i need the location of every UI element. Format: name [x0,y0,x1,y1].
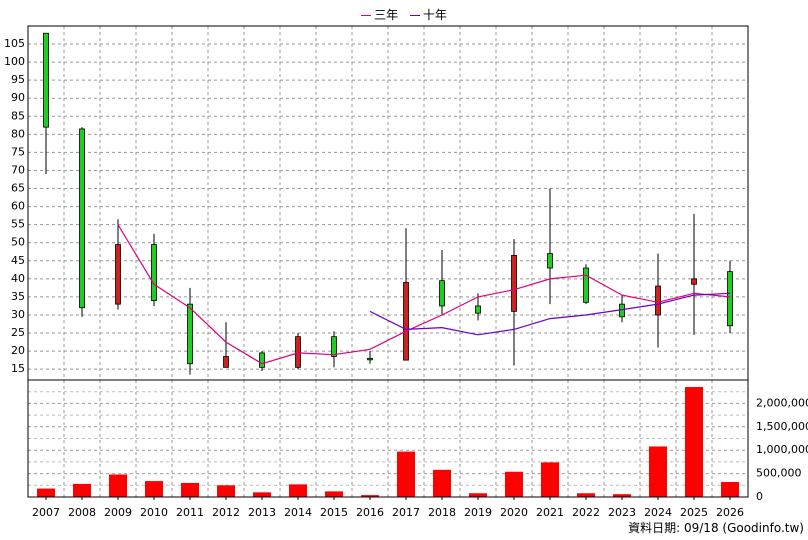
volume-bar [433,469,451,497]
x-tick-label: 2008 [68,506,96,519]
candle-body [259,352,265,368]
price-tick-label: 50 [11,236,25,249]
price-tick-label: 40 [11,272,25,285]
x-tick-label: 2017 [392,506,420,519]
candle-body [475,305,481,314]
x-tick-label: 2022 [572,506,600,519]
moving-average-line [117,224,731,365]
volume-bar [37,488,55,497]
x-tick-label: 2018 [428,506,456,519]
volume-bar [181,482,199,497]
price-tick-label: 55 [11,218,25,231]
x-tick-label: 2009 [104,506,132,519]
chart-legend: 三年 十年 [0,6,808,23]
volume-bar [469,493,487,497]
legend-label-ten-year: 十年 [422,8,447,22]
x-tick-label: 2012 [212,506,240,519]
price-tick-label: 95 [11,73,25,86]
ten-year-line-swatch [409,15,420,16]
volume-tick-label: 500,000 [756,467,802,480]
candle-body [403,282,409,361]
price-tick-label: 60 [11,200,25,213]
source-note: 資料日期: 09/18 (Goodinfo.tw) [628,521,804,535]
volume-tick-label: 0 [756,490,763,503]
x-tick-label: 2011 [176,506,204,519]
volume-bar [685,387,703,497]
volume-bar [649,446,667,497]
volume-bar [145,481,163,497]
volume-bar [721,482,739,497]
price-tick-label: 65 [11,182,25,195]
volume-bar [613,494,631,497]
legend-label-three-year: 三年 [374,8,399,22]
volume-tick-label: 1,500,000 [756,420,808,433]
volume-bar [289,484,307,497]
candle-body [439,280,445,307]
x-tick-label: 2025 [680,506,708,519]
x-tick-label: 2024 [644,506,672,519]
volume-bar [217,485,235,497]
x-tick-label: 2014 [284,506,312,519]
candle-body [547,253,553,269]
legend-item-three-year: 三年 [361,6,398,23]
three-year-line-swatch [361,15,372,16]
candle-body [295,336,301,368]
x-tick-label: 2013 [248,506,276,519]
candle-body [367,357,373,361]
volume-bar [325,491,343,497]
price-tick-label: 25 [11,326,25,339]
candle-body [115,244,121,305]
x-tick-label: 2019 [464,506,492,519]
volume-bar [361,495,379,497]
candle-body [511,254,517,312]
candle-body [43,32,49,128]
price-tick-label: 100 [4,55,25,68]
candle-body [151,244,157,301]
candle-body [331,336,337,357]
volume-bar [109,474,127,497]
moving-average-line [369,292,731,336]
legend-item-ten-year: 十年 [409,6,447,23]
x-tick-label: 2021 [536,506,564,519]
x-tick-label: 2023 [608,506,636,519]
candle-body [691,278,697,285]
candle-body [583,267,589,303]
x-tick-label: 2026 [716,506,744,519]
volume-tick-label: 2,000,000 [756,396,808,409]
price-tick-label: 75 [11,145,25,158]
volume-tick-label: 1,000,000 [756,443,808,456]
x-tick-label: 2007 [32,506,60,519]
price-tick-label: 70 [11,163,25,176]
price-tick-label: 85 [11,109,25,122]
x-tick-label: 2015 [320,506,348,519]
price-tick-label: 80 [11,127,25,140]
volume-bar [73,483,91,497]
candle-body [187,303,193,365]
volume-bar [505,471,523,497]
price-tick-label: 30 [11,308,25,321]
x-tick-label: 2020 [500,506,528,519]
candle-body [79,128,85,309]
candle-body [655,285,661,316]
x-tick-label: 2016 [356,506,384,519]
price-tick-label: 15 [11,362,25,375]
candle-body [727,271,733,327]
price-tick-label: 90 [11,91,25,104]
price-tick-label: 20 [11,344,25,357]
volume-bar [577,493,595,497]
volume-bar [541,462,559,497]
volume-bar [397,451,415,497]
plot-frame [27,25,749,498]
price-tick-label: 105 [4,37,25,50]
volume-bar [253,492,271,497]
price-tick-label: 35 [11,290,25,303]
price-tick-label: 45 [11,254,25,267]
x-tick-label: 2010 [140,506,168,519]
candle-body [223,356,229,368]
